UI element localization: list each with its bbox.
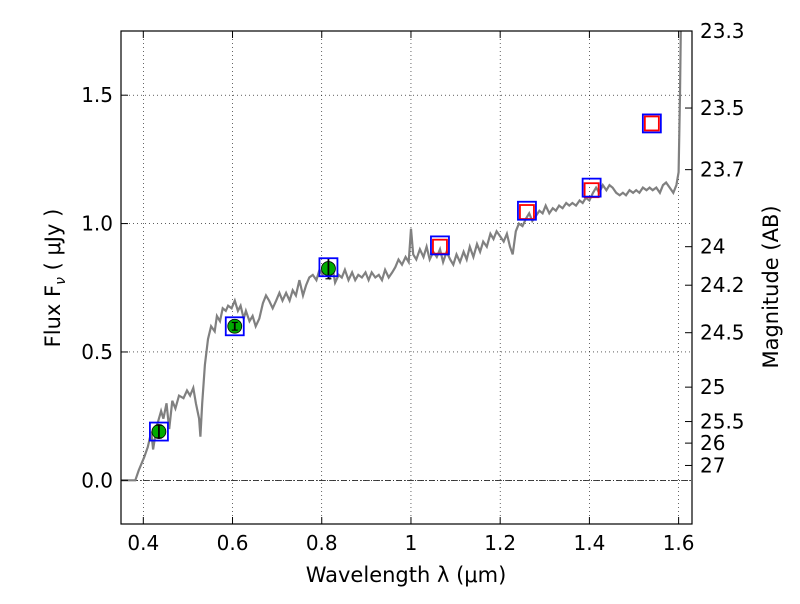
model-blue-marker	[430, 235, 450, 256]
x-axis: 0.4 0.6 0.8 1 1.2 1.4 1.6	[127, 31, 695, 555]
model-sed-line	[121, 31, 682, 482]
magnitude-tick-label: 26	[700, 431, 725, 455]
magnitude-tick-label: 24.5	[700, 321, 745, 345]
model-blue-marker	[641, 113, 662, 134]
y-tick-label: 1.5	[81, 83, 113, 107]
y-tick-label: 1.0	[81, 212, 113, 236]
x-tick-label: 0.8	[306, 531, 338, 555]
x-axis-title: Wavelength λ (μm)	[306, 563, 507, 587]
magnitude-tick-label: 24.2	[700, 273, 745, 297]
model-blue-marker	[517, 200, 537, 221]
x-tick-label: 0.4	[127, 531, 159, 555]
y-axis-title-sub: ν	[53, 277, 69, 285]
magnitude-tick-label: 27	[700, 453, 725, 477]
model-blue-marker	[224, 316, 245, 337]
y2-axis-title: Magnitude (AB)	[759, 205, 783, 368]
x-tick-label: 1.4	[573, 531, 605, 555]
y-axis-title: Flux Fν ( μJy )	[41, 209, 69, 348]
magnitude-tick-label: 23.5	[700, 96, 745, 120]
model-blue-marker	[149, 421, 169, 442]
magnitude-tick-label: 23.7	[700, 158, 745, 182]
magnitude-tick-label: 23.3	[700, 19, 745, 43]
x-tick-label: 1.2	[484, 531, 516, 555]
y-axis-title-unit: ( μJy )	[41, 209, 65, 277]
magnitude-tick-label: 24	[700, 235, 725, 259]
y-tick-label: 0.5	[81, 340, 113, 364]
y-axis: 0.0 0.5 1.0 1.5	[81, 83, 128, 492]
y-tick-label: 0.0	[81, 468, 113, 492]
y-axis-title-main: Flux F	[41, 285, 65, 347]
x-tick-label: 0.6	[217, 531, 249, 555]
model-red-marker	[643, 115, 660, 132]
photometry-markers	[149, 113, 662, 442]
model-blue-marker	[581, 177, 602, 198]
magnitude-tick-label: 25	[700, 375, 725, 399]
plot-frame	[120, 30, 693, 525]
magnitude-tick-label: 25.5	[700, 410, 745, 434]
x-tick-label: 1	[405, 531, 418, 555]
model-blue-marker	[318, 257, 339, 278]
grid-lines	[121, 31, 692, 524]
x-tick-label: 1.6	[663, 531, 695, 555]
